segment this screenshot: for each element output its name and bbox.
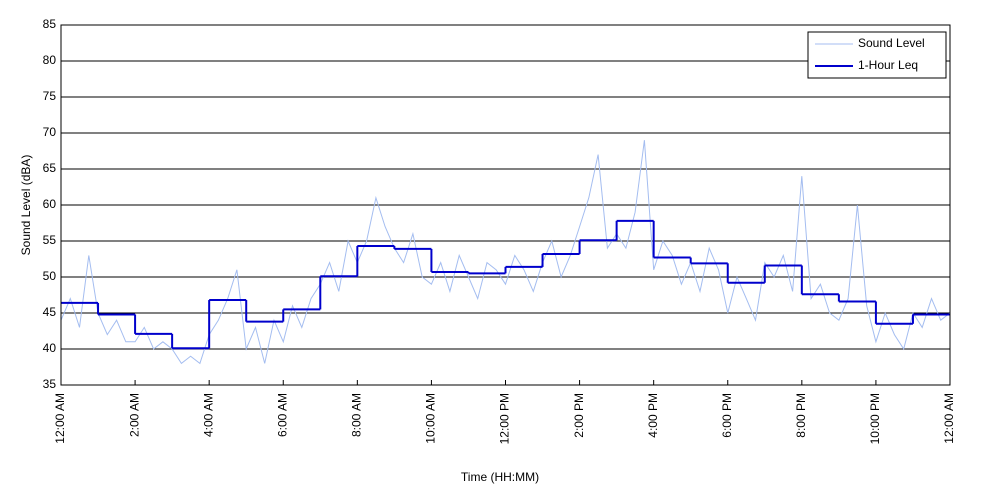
- legend-label: 1-Hour Leq: [858, 58, 918, 72]
- y-tick-label: 80: [43, 53, 57, 67]
- y-tick-label: 50: [43, 269, 57, 283]
- x-tick-label: 2:00 AM: [127, 393, 141, 437]
- y-tick-label: 70: [43, 125, 57, 139]
- y-tick-label: 55: [43, 233, 57, 247]
- x-tick-label: 10:00 PM: [868, 393, 882, 444]
- x-tick-label: 12:00 AM: [942, 393, 956, 444]
- y-tick-label: 65: [43, 161, 57, 175]
- x-axis-label: Time (HH:MM): [461, 470, 539, 484]
- y-tick-label: 45: [43, 305, 57, 319]
- x-tick-label: 8:00 PM: [794, 393, 808, 438]
- y-tick-label: 85: [43, 17, 57, 31]
- x-tick-label: 6:00 AM: [275, 393, 289, 437]
- x-tick-label: 2:00 PM: [572, 393, 586, 438]
- x-tick-label: 10:00 AM: [424, 393, 438, 444]
- y-tick-label: 35: [43, 377, 57, 391]
- legend-box: [807, 31, 947, 79]
- x-tick-label: 4:00 PM: [646, 393, 660, 438]
- y-tick-label: 60: [43, 197, 57, 211]
- y-axis-label: Sound Level (dBA): [19, 155, 33, 256]
- x-tick-label: 6:00 PM: [720, 393, 734, 438]
- y-tick-label: 75: [43, 89, 57, 103]
- x-tick-label: 12:00 PM: [498, 393, 512, 444]
- x-tick-label: 12:00 AM: [53, 393, 67, 444]
- legend-label: Sound Level: [858, 36, 925, 50]
- y-tick-label: 40: [43, 341, 57, 355]
- x-tick-label: 8:00 AM: [350, 393, 364, 437]
- x-tick-label: 4:00 AM: [201, 393, 215, 437]
- plot-frame: [60, 24, 951, 386]
